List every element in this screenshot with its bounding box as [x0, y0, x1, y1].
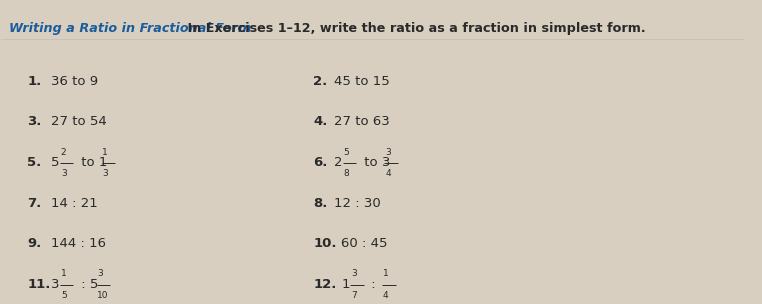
Text: :: :: [367, 278, 380, 291]
Text: 3: 3: [98, 269, 103, 278]
Text: 1: 1: [102, 147, 108, 157]
Text: 10: 10: [98, 291, 109, 299]
Text: : 5: : 5: [77, 278, 98, 291]
Text: 5: 5: [61, 291, 66, 299]
Text: 12.: 12.: [313, 278, 337, 291]
Text: 12 : 30: 12 : 30: [334, 197, 381, 210]
Text: 1: 1: [383, 269, 389, 278]
Text: 3.: 3.: [27, 116, 42, 128]
Text: 8: 8: [344, 169, 350, 178]
Text: 3: 3: [51, 278, 59, 291]
Text: 144 : 16: 144 : 16: [51, 237, 106, 250]
Text: 36 to 9: 36 to 9: [51, 75, 98, 88]
Text: 4: 4: [383, 291, 388, 299]
Text: 60 : 45: 60 : 45: [341, 237, 388, 250]
Text: 2: 2: [334, 156, 342, 169]
Text: 1: 1: [341, 278, 350, 291]
Text: 2.: 2.: [313, 75, 328, 88]
Text: to 1: to 1: [77, 156, 107, 169]
Text: 4.: 4.: [313, 116, 328, 128]
Text: 5: 5: [51, 156, 59, 169]
Text: 1.: 1.: [27, 75, 42, 88]
Text: to 3: to 3: [360, 156, 390, 169]
Text: 8.: 8.: [313, 197, 328, 210]
Text: 3: 3: [61, 169, 66, 178]
Text: In Exercises 1–12, write the ratio as a fraction in simplest form.: In Exercises 1–12, write the ratio as a …: [184, 22, 646, 36]
Text: 45 to 15: 45 to 15: [334, 75, 389, 88]
Text: 3: 3: [102, 169, 108, 178]
Text: 27 to 54: 27 to 54: [51, 116, 107, 128]
Text: 27 to 63: 27 to 63: [334, 116, 389, 128]
Text: 3: 3: [386, 147, 391, 157]
Text: 3: 3: [351, 269, 357, 278]
Text: 7.: 7.: [27, 197, 42, 210]
Text: 5.: 5.: [27, 156, 42, 169]
Text: Writing a Ratio in Fractional Form: Writing a Ratio in Fractional Form: [9, 22, 251, 36]
Text: 11.: 11.: [27, 278, 51, 291]
Text: 1: 1: [61, 269, 66, 278]
Text: 6.: 6.: [313, 156, 328, 169]
Text: 10.: 10.: [313, 237, 337, 250]
Text: 4: 4: [386, 169, 391, 178]
Text: 5: 5: [344, 147, 350, 157]
Text: 9.: 9.: [27, 237, 42, 250]
Text: 14 : 21: 14 : 21: [51, 197, 98, 210]
Text: 2: 2: [61, 147, 66, 157]
Text: 7: 7: [351, 291, 357, 299]
